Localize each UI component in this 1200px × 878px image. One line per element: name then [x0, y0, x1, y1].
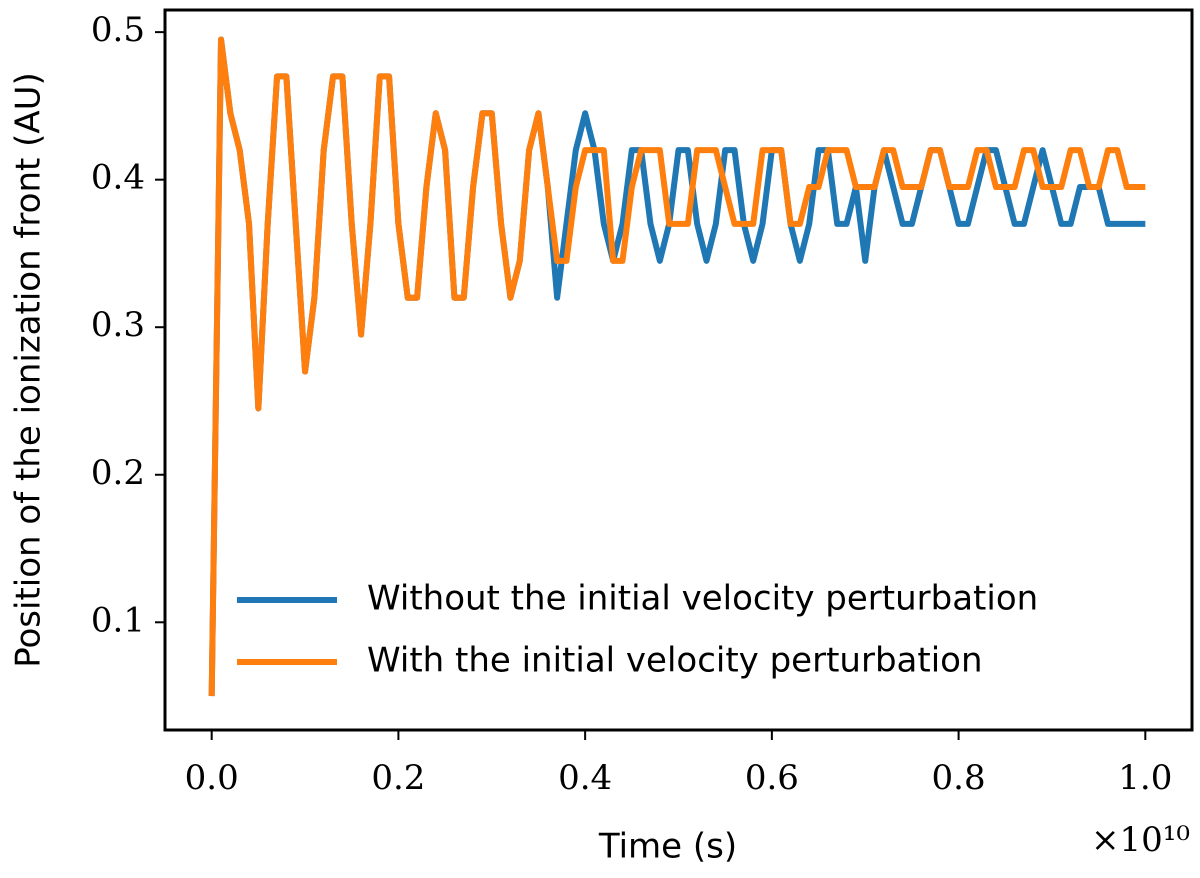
series-line: [208, 36, 1146, 697]
x-tick-label: 0.0: [185, 758, 239, 798]
y-tick-label: 0.2: [91, 453, 145, 493]
x-offset-label: ×10¹⁰: [1091, 820, 1190, 860]
x-tick-label: 0.4: [558, 758, 612, 798]
y-tick-label: 0.1: [91, 600, 145, 640]
y-tick-label: 0.4: [91, 158, 145, 198]
y-tick-label: 0.5: [91, 10, 145, 50]
y-axis-label: Position of the ionization front (AU): [9, 72, 49, 668]
y-tick-label: 0.3: [91, 305, 145, 345]
legend-label: Without the initial velocity perturbatio…: [367, 579, 1038, 619]
x-tick-label: 0.8: [932, 758, 986, 798]
x-axis-label: Time (s): [598, 827, 737, 867]
x-tick-label: 0.2: [371, 758, 425, 798]
plot-frame: [163, 8, 1194, 732]
x-tick-label: 0.6: [745, 758, 799, 798]
legend-label: With the initial velocity perturbation: [367, 641, 983, 681]
x-tick-label: 1.0: [1118, 758, 1172, 798]
